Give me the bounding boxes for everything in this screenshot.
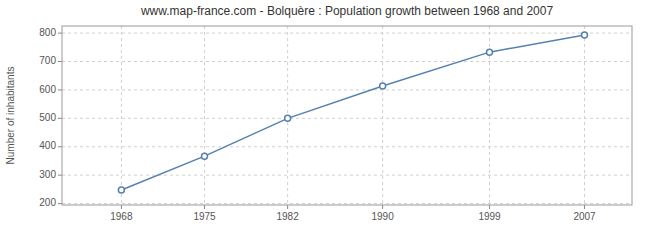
y-tick-label: 200 bbox=[39, 197, 56, 208]
y-tick bbox=[58, 89, 62, 90]
plot-frame bbox=[62, 26, 632, 205]
y-axis-label: Number of inhabitants bbox=[5, 67, 16, 165]
y-tick-label: 600 bbox=[39, 84, 56, 95]
y-tick-label: 500 bbox=[39, 112, 56, 123]
y-grid-line bbox=[62, 203, 632, 204]
y-tick bbox=[58, 146, 62, 147]
y-grid-line bbox=[62, 33, 632, 34]
x-tick bbox=[382, 205, 383, 209]
y-tick bbox=[58, 118, 62, 119]
x-tick bbox=[121, 205, 122, 209]
y-grid-line bbox=[62, 146, 632, 147]
y-tick bbox=[58, 33, 62, 34]
y-grid-line bbox=[62, 175, 632, 176]
x-tick-label: 2007 bbox=[573, 211, 596, 222]
y-grid-line bbox=[62, 61, 632, 62]
point bbox=[582, 32, 588, 38]
x-tick-label: 1982 bbox=[277, 211, 300, 222]
grid bbox=[62, 26, 632, 205]
x-tick-label: 1999 bbox=[478, 211, 501, 222]
chart-container: 200 300 400 500 600 700 800 1968 1975 1982 1990 199… bbox=[0, 0, 650, 229]
y-tick bbox=[58, 61, 62, 62]
title: www.map-france.com - Bolquère : Populati… bbox=[140, 4, 554, 18]
data bbox=[118, 32, 587, 193]
y-tick-label: 300 bbox=[39, 169, 56, 180]
x-tick bbox=[287, 205, 288, 209]
point bbox=[380, 83, 386, 89]
x-tick bbox=[584, 205, 585, 209]
x-grid-line bbox=[204, 26, 205, 205]
point bbox=[285, 115, 291, 121]
y-tick-label: 400 bbox=[39, 140, 56, 151]
x-tick bbox=[204, 205, 205, 209]
x-tick-label: 1975 bbox=[193, 211, 216, 222]
x-grid-line bbox=[584, 26, 585, 205]
y-grid-line bbox=[62, 89, 632, 90]
population-line bbox=[121, 35, 584, 190]
x-grid-line bbox=[382, 26, 383, 205]
point bbox=[118, 187, 124, 193]
point bbox=[487, 49, 493, 55]
x-tick bbox=[489, 205, 490, 209]
x-tick-label: 1968 bbox=[110, 211, 133, 222]
y-tick bbox=[58, 203, 62, 204]
y-tick-label: 800 bbox=[39, 27, 56, 38]
x-tick-label: 1990 bbox=[372, 211, 395, 222]
y-tick bbox=[58, 175, 62, 176]
axes: 200 300 400 500 600 700 800 1968 1975 1982 1990 199… bbox=[39, 26, 632, 222]
point bbox=[202, 153, 208, 159]
chart: 200 300 400 500 600 700 800 1968 1975 1982 1990 199… bbox=[0, 0, 650, 229]
y-grid-line bbox=[62, 118, 632, 119]
plot-background bbox=[62, 26, 632, 205]
x-grid-line bbox=[121, 26, 122, 205]
y-tick-label: 700 bbox=[39, 55, 56, 66]
